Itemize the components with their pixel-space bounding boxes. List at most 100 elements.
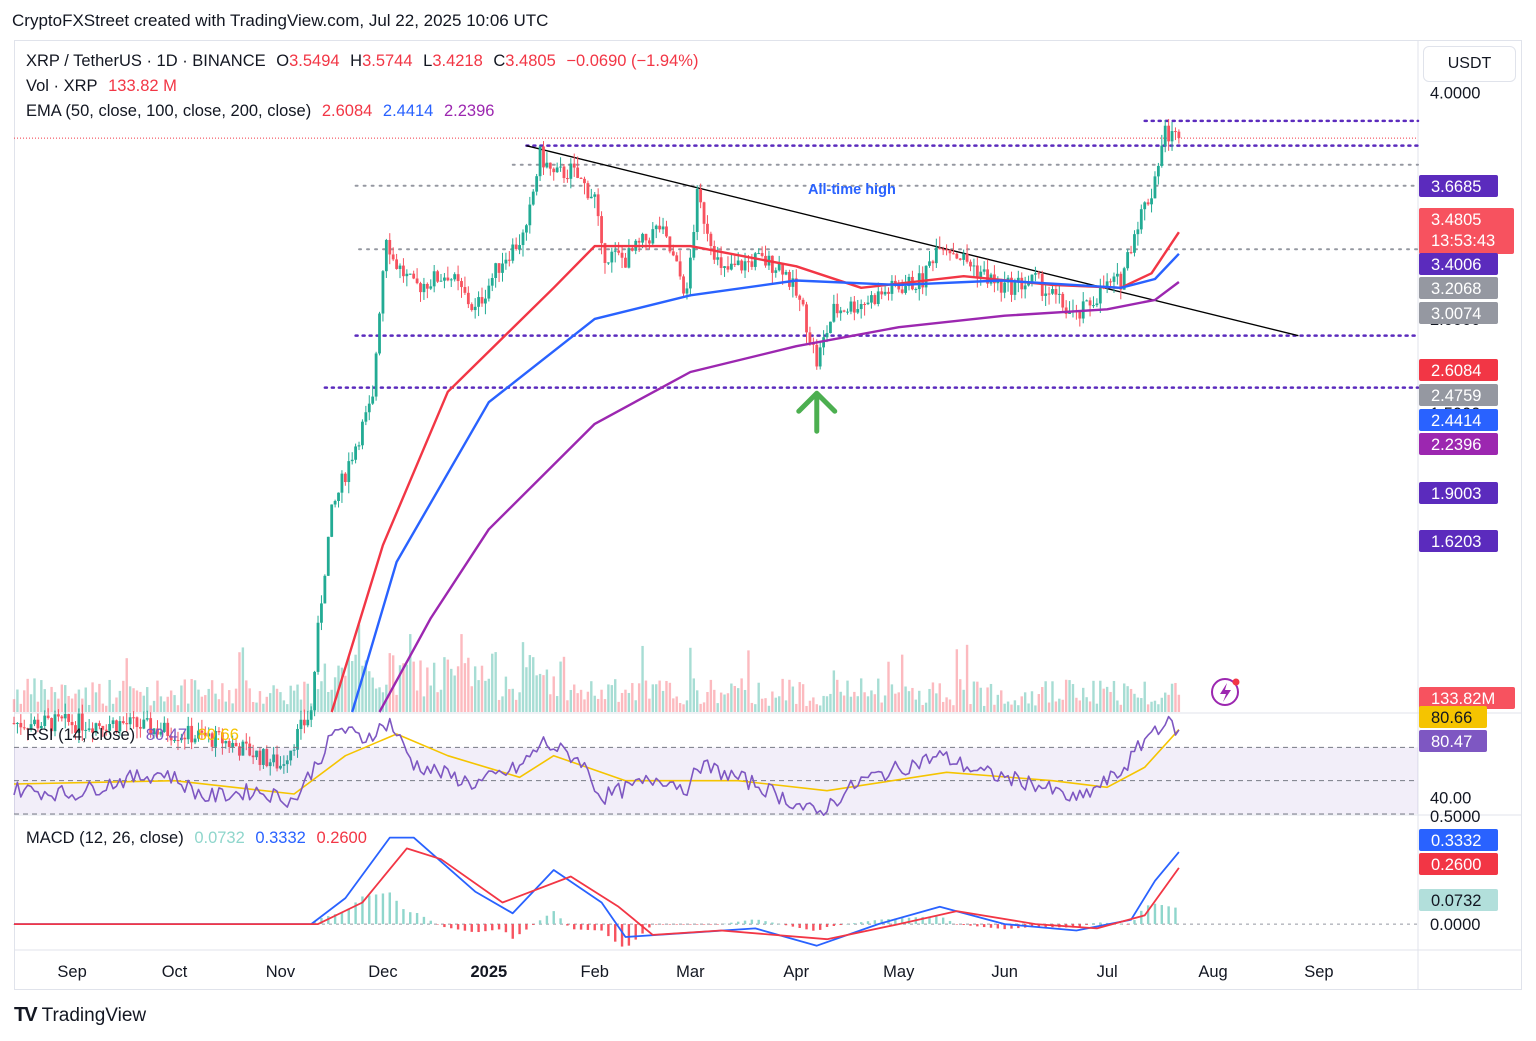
volume-bar: [545, 669, 549, 712]
chart-frame[interactable]: [14, 40, 1522, 990]
volume-bar: [743, 689, 747, 712]
macd-histogram-bar: [593, 924, 596, 931]
volume-bar: [477, 680, 480, 712]
macd-histogram-bar: [586, 924, 590, 930]
volume-bar: [1136, 697, 1140, 712]
high-value: 3.5744: [362, 52, 413, 70]
candle-body: [952, 253, 955, 255]
candle-body: [104, 729, 108, 731]
macd-label[interactable]: MACD (12, 26, close): [26, 829, 184, 847]
candle-body: [39, 725, 43, 729]
volume-bar: [1170, 683, 1174, 712]
volume-bar: [60, 684, 64, 712]
volume-bar: [856, 696, 859, 712]
volume-bar: [1064, 679, 1068, 712]
candle-body: [241, 741, 245, 756]
candle-body: [1010, 277, 1013, 295]
volume-bar: [443, 657, 446, 712]
candle-body: [873, 295, 877, 304]
volume-bar: [829, 693, 832, 712]
candle-body: [388, 239, 392, 255]
candle-body: [1085, 300, 1089, 302]
macd-histogram-bar: [497, 924, 501, 930]
volume-bar: [70, 698, 74, 712]
volume-bar: [1109, 691, 1112, 712]
tradingview-logo[interactable]: TV TradingView: [14, 1004, 146, 1027]
volume-label[interactable]: Vol · XRP: [26, 77, 98, 95]
candle-body: [501, 263, 504, 273]
candle-body: [367, 403, 371, 413]
volume-bar: [306, 683, 309, 712]
volume-bar: [364, 660, 368, 712]
ema-label[interactable]: EMA (50, close, 100, close, 200, close): [26, 102, 312, 120]
macd-histogram-bar: [798, 924, 801, 928]
volume-bar: [737, 688, 740, 712]
candle-body: [695, 188, 699, 233]
macd-histogram-bar: [409, 912, 412, 925]
candle-body: [600, 216, 603, 244]
candle-body: [545, 162, 549, 168]
time-tick-label: May: [883, 963, 915, 981]
volume-bar: [286, 704, 289, 712]
candle-body: [357, 445, 361, 447]
candle-body: [890, 280, 894, 294]
rsi-label[interactable]: RSI (14, close): [26, 726, 136, 744]
volume-bar: [1167, 694, 1170, 712]
macd-histogram-bar: [320, 917, 323, 925]
lightning-icon: [1220, 683, 1231, 702]
candle-body: [159, 731, 163, 735]
candle-body: [1037, 273, 1041, 275]
volume-bar: [67, 695, 70, 712]
symbol-label[interactable]: XRP / TetherUS · 1D · BINANCE: [26, 52, 266, 70]
volume-bar: [1095, 703, 1099, 712]
candle-body: [682, 276, 685, 294]
macd-histogram-bar: [511, 924, 514, 939]
currency-button[interactable]: USDT: [1423, 46, 1516, 82]
volume-bar: [340, 667, 344, 712]
candle-body: [108, 724, 112, 731]
volume-bar: [576, 693, 579, 712]
candle-body: [220, 732, 224, 744]
candle-body: [716, 257, 720, 260]
candle-body: [535, 176, 539, 192]
price-axis-tag: [1419, 409, 1498, 431]
macd-histogram-bar: [354, 902, 357, 925]
countdown-label: 13:53:43: [1431, 232, 1495, 250]
macd-histogram-bar: [1174, 907, 1177, 925]
volume-bar: [183, 679, 187, 712]
macd-histogram-bar: [518, 924, 521, 935]
volume-bar: [1003, 703, 1006, 712]
candle-body: [1030, 274, 1034, 283]
volume-bar: [795, 703, 798, 712]
candle-body: [555, 167, 559, 173]
volume-bar: [26, 678, 29, 712]
candle-body: [149, 718, 153, 735]
macd-tag-label: 0.0732: [1431, 892, 1481, 910]
volume-bar: [887, 661, 890, 712]
volume-bar: [593, 695, 596, 712]
volume-bar: [706, 692, 709, 712]
volume-bar: [217, 699, 221, 712]
volume-bar: [900, 654, 904, 712]
candle-body: [835, 303, 839, 314]
candle-body: [579, 177, 583, 179]
macd-histogram-bar: [538, 920, 542, 925]
volume-bar: [812, 697, 815, 712]
candle-body: [736, 260, 740, 266]
volume-bar: [566, 700, 569, 712]
candle-body: [606, 262, 610, 264]
macd-histogram-bar: [894, 918, 897, 925]
macd-histogram-bar: [1146, 905, 1150, 925]
rsi-tick-label: 40.00: [1430, 789, 1471, 807]
volume-bar: [1054, 701, 1058, 712]
volume-bar: [938, 683, 941, 712]
candle-body: [507, 259, 511, 261]
volume-bar: [525, 667, 528, 712]
macd-histogram-bar: [771, 922, 774, 925]
volume-bar: [931, 682, 935, 712]
volume-bar: [197, 689, 200, 712]
volume-bar: [204, 695, 207, 712]
price-axis-tag: [1419, 277, 1498, 299]
change-value: −0.0690 (−1.94%): [566, 52, 699, 70]
